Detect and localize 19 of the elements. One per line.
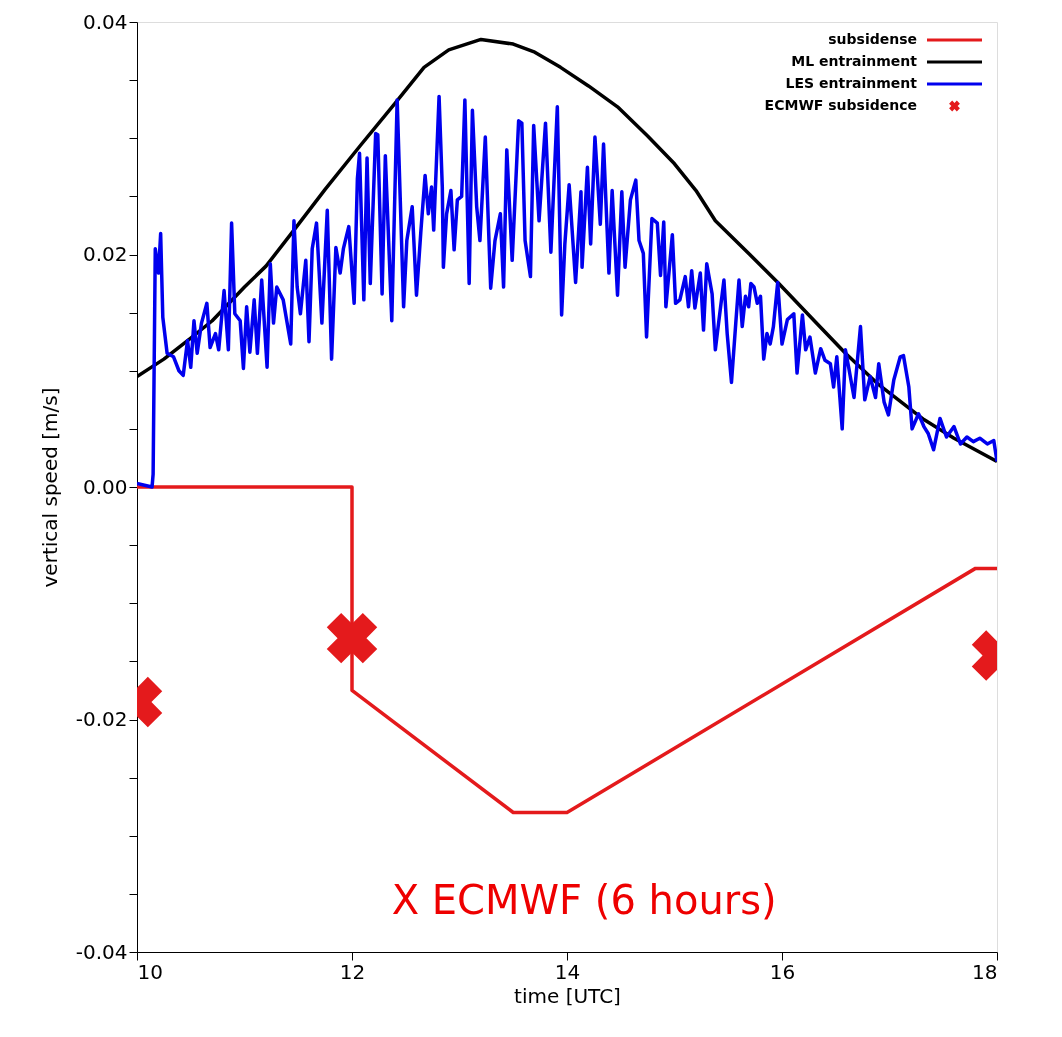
line-series: [137, 485, 997, 815]
line-series: [137, 94, 997, 489]
y-axis-title: vertical speed [m/s]: [37, 387, 62, 588]
legend-label: ECMWF subsidence: [764, 97, 917, 113]
legend-label: ML entrainment: [791, 53, 918, 69]
y-tick-label: 0.02: [82, 242, 128, 266]
x-tick-label: 10: [137, 959, 163, 984]
y-tick-label: 0.00: [82, 474, 128, 499]
annotation: X ECMWF (6 hours): [391, 877, 777, 923]
legend-label: subsidense: [828, 31, 917, 47]
legend-label: LES entrainment: [785, 75, 918, 91]
x-tick-label: 14: [554, 959, 581, 984]
x-axis-title: time [UTC]: [514, 983, 621, 1008]
x-tick-label: 18: [972, 959, 998, 984]
y-tick-label: 0.04: [82, 9, 128, 34]
x-tick-label: 16: [769, 959, 796, 984]
y-tick-label: -0.02: [75, 707, 128, 731]
y-tick-label: -0.04: [75, 939, 128, 964]
x-tick-label: 12: [339, 959, 366, 984]
